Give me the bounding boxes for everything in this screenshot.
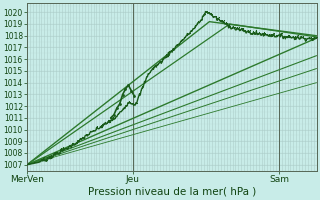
X-axis label: Pression niveau de la mer( hPa ): Pression niveau de la mer( hPa ) [88, 187, 256, 197]
